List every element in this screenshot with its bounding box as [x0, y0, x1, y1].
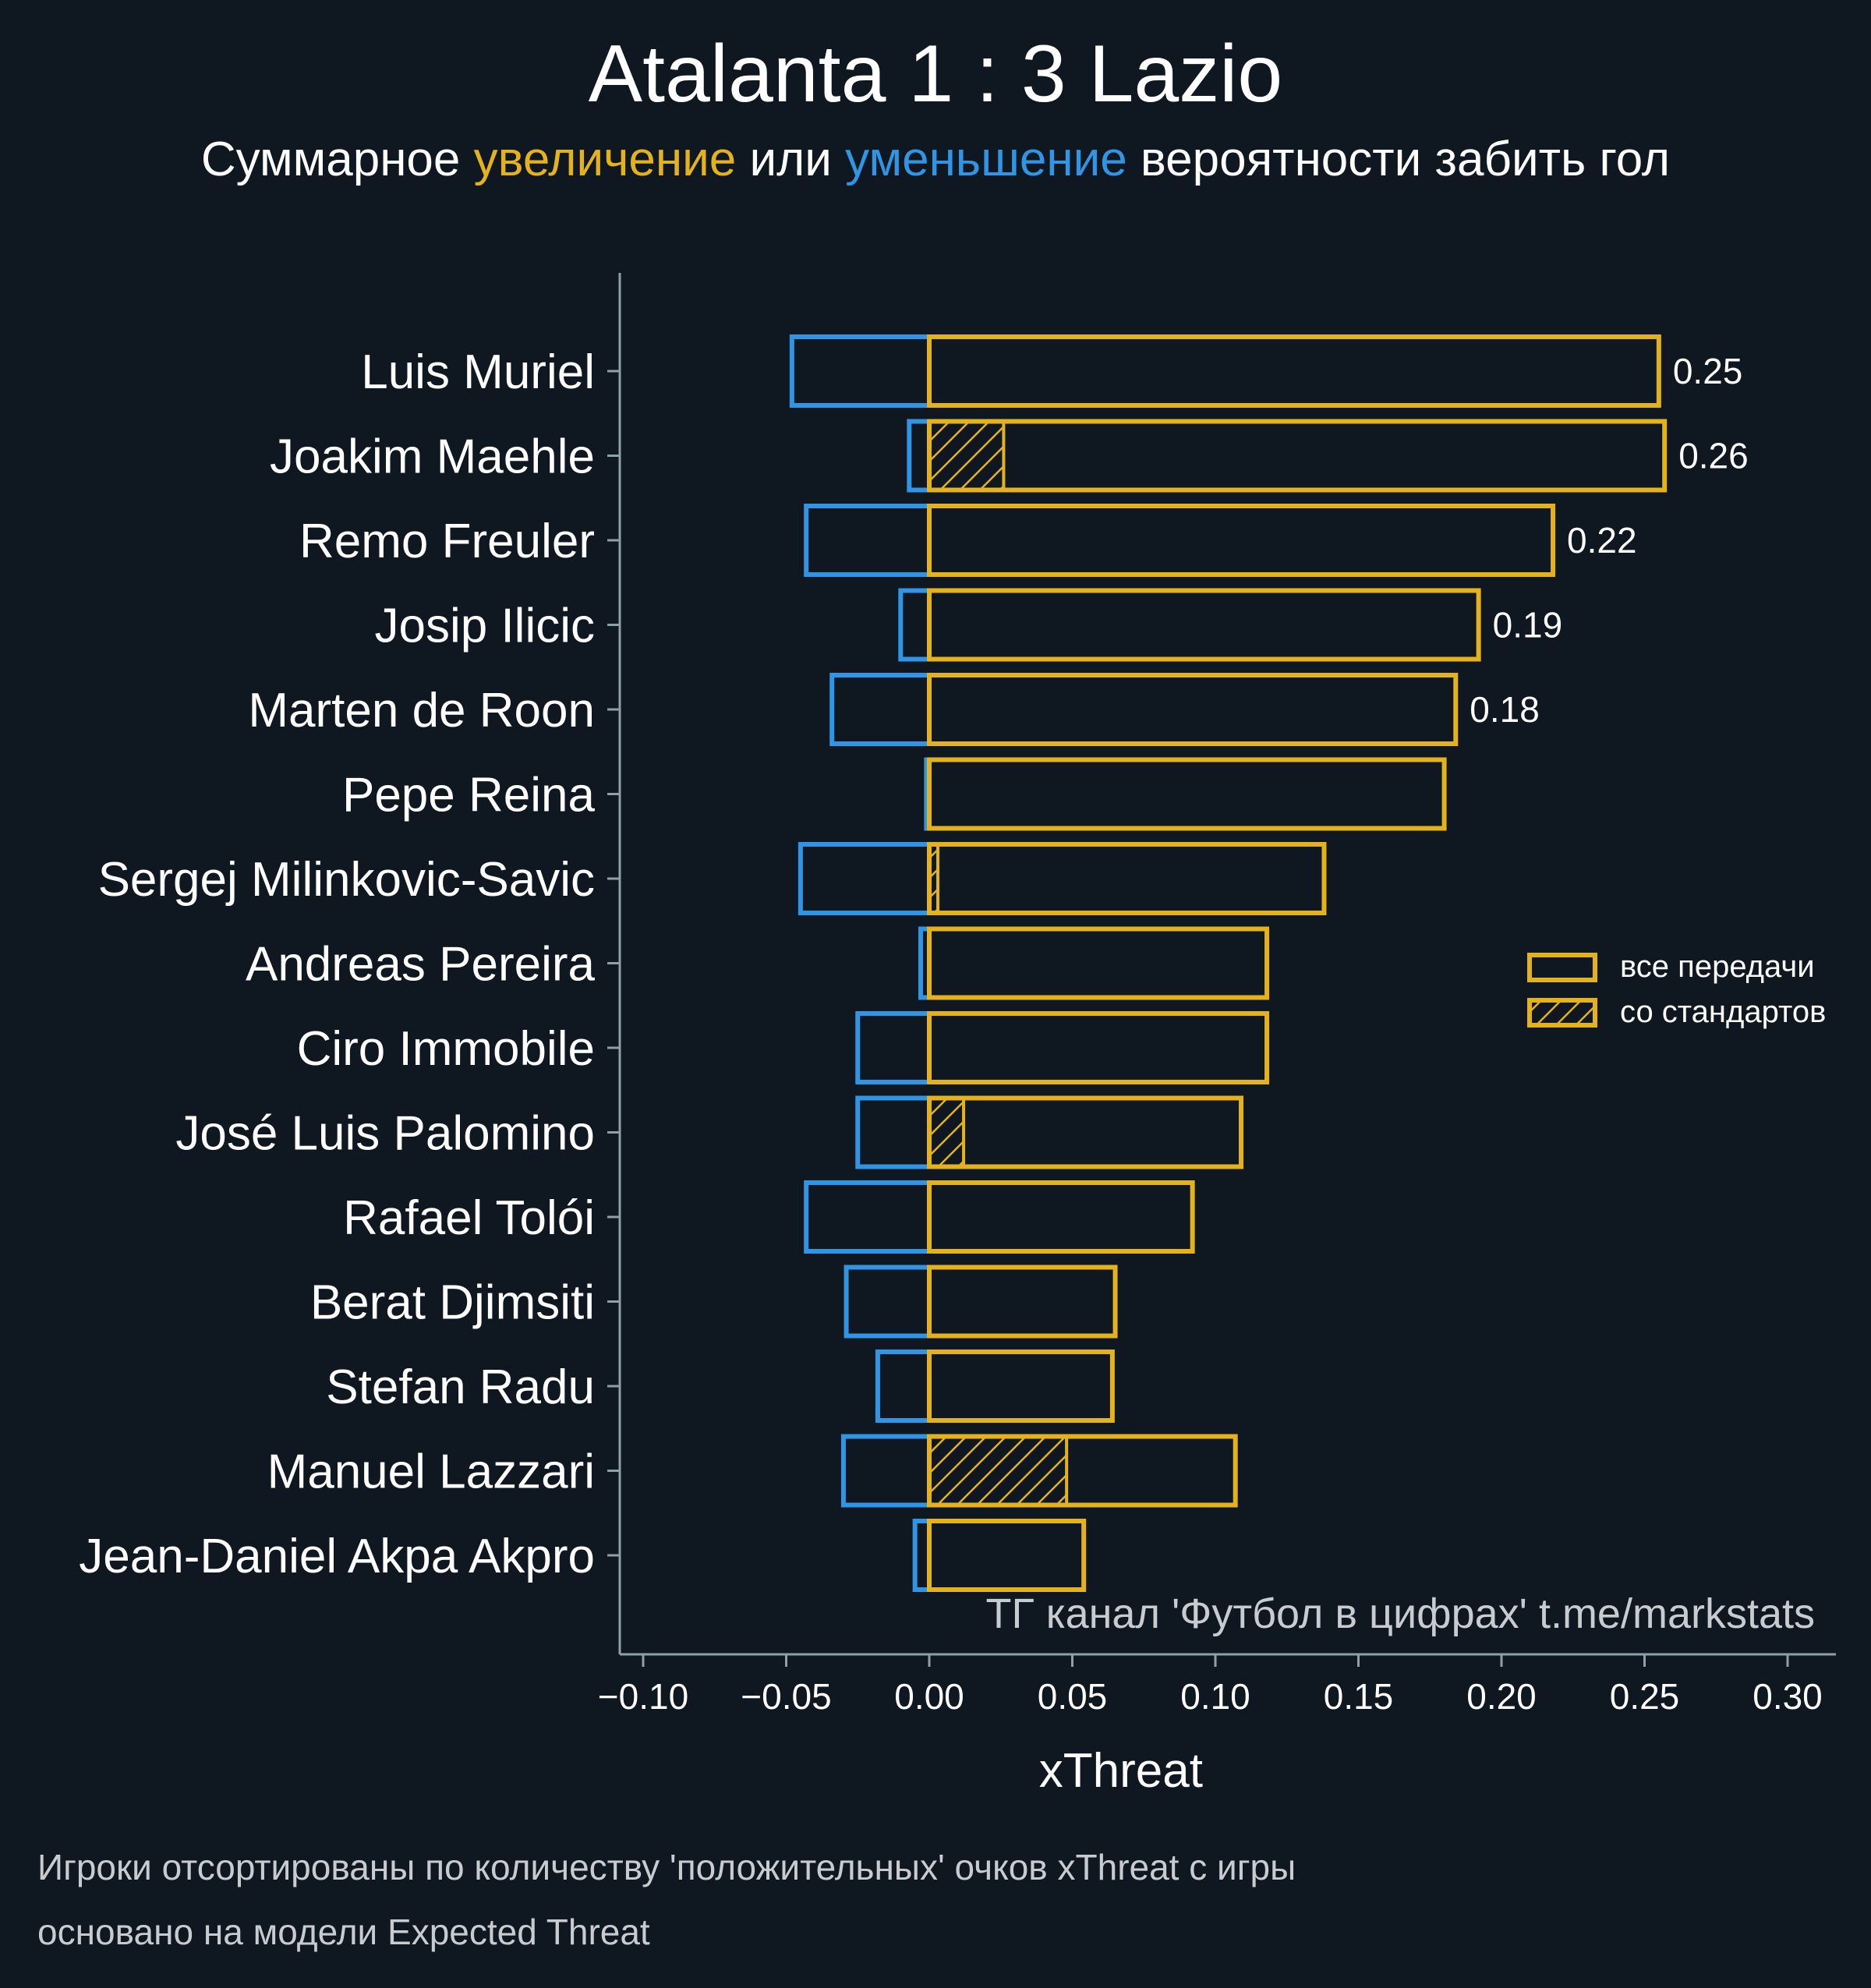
negative-bar	[844, 1265, 932, 1339]
positive-bar	[927, 1434, 1238, 1508]
negative-bar	[840, 1434, 932, 1508]
positive-bar	[927, 588, 1481, 662]
player-label: Andreas Pereira	[246, 938, 596, 992]
value-label: 0.22	[1567, 520, 1637, 561]
value-label: 0.25	[1673, 351, 1743, 391]
negative-bar	[804, 504, 932, 577]
negative-bar	[875, 1350, 932, 1423]
x-tick-label: 0.30	[1753, 1676, 1823, 1717]
negative-bar	[798, 842, 932, 915]
positive-bar	[927, 1011, 1270, 1084]
positive-bar	[927, 504, 1556, 577]
x-tick-label: 0.20	[1466, 1676, 1537, 1717]
value-label: 0.19	[1493, 605, 1563, 646]
subtitle-part2: или	[736, 133, 846, 186]
player-label: Luis Muriel	[361, 345, 595, 399]
subtitle-decrease-word: уменьшение	[845, 133, 1127, 186]
set-piece-bar	[928, 1096, 966, 1169]
positive-bar	[927, 1265, 1118, 1339]
legend-label: все передачи	[1620, 950, 1815, 984]
positive-bar	[927, 334, 1661, 408]
negative-bar	[829, 673, 932, 746]
positive-bar	[927, 757, 1447, 831]
x-tick-label: −0.10	[598, 1676, 688, 1717]
negative-bar	[789, 334, 932, 408]
chart-subtitle: Суммарное увеличение или уменьшение веро…	[0, 129, 1871, 191]
negative-bar	[804, 1180, 932, 1254]
x-tick-label: 0.05	[1038, 1676, 1108, 1717]
legend-swatch-hatched	[1527, 998, 1597, 1028]
x-tick-label: 0.10	[1180, 1676, 1250, 1717]
negative-bar	[898, 588, 932, 662]
negative-bar	[855, 1095, 932, 1169]
bars	[789, 334, 1668, 1592]
positive-bar	[927, 1180, 1195, 1254]
player-label: Berat Djimsiti	[310, 1276, 595, 1330]
legend-label: со стандартов	[1620, 995, 1826, 1029]
x-tick-label: −0.05	[741, 1676, 831, 1717]
positive-bar	[927, 1095, 1244, 1169]
value-label: 0.26	[1678, 436, 1749, 476]
player-label: Marten de Roon	[248, 684, 595, 738]
labels: Luis Muriel 0.25 Joakim Maehle 0.26 Remo Fre…	[79, 345, 1815, 1637]
negative-bar	[855, 1011, 932, 1084]
value-label: 0.18	[1470, 689, 1540, 730]
player-label: Jean-Daniel Akpa Akpro	[79, 1530, 595, 1583]
x-axis-label: xThreat	[1039, 1744, 1203, 1798]
positive-bar	[927, 926, 1270, 1000]
x-tick-label: 0.00	[894, 1676, 964, 1717]
x-tick-label: 0.25	[1610, 1676, 1680, 1717]
player-label: Sergej Milinkovic-Savic	[98, 853, 595, 907]
x-tick-label: 0.15	[1324, 1676, 1394, 1717]
chart-title: Atalanta 1 : 3 Lazio	[588, 29, 1283, 119]
player-label: Pepe Reina	[342, 769, 596, 822]
player-label: Joakim Maehle	[270, 430, 595, 484]
positive-bar	[927, 842, 1327, 915]
player-label: Ciro Immobile	[297, 1022, 595, 1076]
negative-bar	[907, 419, 932, 493]
subtitle-increase-word: увеличение	[473, 133, 737, 186]
player-label: Rafael Tolói	[343, 1191, 595, 1245]
footnote-sorting: Игроки отсортированы по количеству 'поло…	[37, 1847, 1296, 1887]
footnote-model: основано на модели Expected Threat	[37, 1912, 650, 1952]
positive-bar	[927, 673, 1459, 746]
legend: все передачи со стандартов	[1527, 950, 1826, 1029]
player-label: Stefan Radu	[326, 1360, 595, 1414]
legend-swatch-outline	[1527, 953, 1597, 982]
player-label: Remo Freuler	[299, 515, 595, 568]
set-piece-bar	[928, 1434, 1069, 1507]
subtitle-part3: вероятности забить гол	[1126, 133, 1671, 186]
set-piece-bar	[928, 419, 1006, 492]
player-label: José Luis Palomino	[175, 1107, 595, 1161]
player-label: Josip Ilicic	[374, 600, 595, 653]
subtitle-part1: Суммарное	[200, 133, 474, 186]
watermark: ТГ канал 'Футбол в цифрах' t.me/markstat…	[986, 1590, 1815, 1637]
player-label: Manuel Lazzari	[267, 1445, 595, 1499]
positive-bar	[927, 1519, 1087, 1592]
axes: −0.10 −0.05 0.00 0.05 0.10 0.15 0.20 0.25 0.30 xT…	[598, 273, 1836, 1798]
positive-bar	[927, 419, 1668, 493]
positive-bar	[927, 1350, 1115, 1423]
